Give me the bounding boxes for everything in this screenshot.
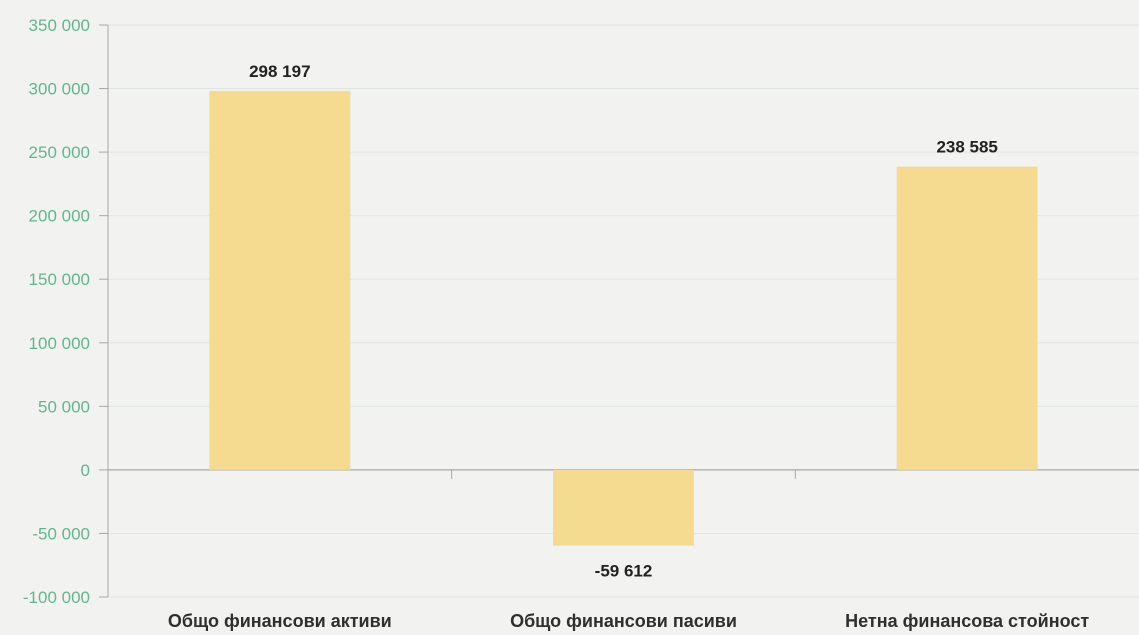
y-tick-label: 300 000 [29, 80, 90, 99]
category-label: Общо финансови активи [168, 611, 392, 631]
y-tick-label: 50 000 [38, 397, 90, 416]
category-label: Общо финансови пасиви [510, 611, 737, 631]
category-label: Нетна финансова стойност [845, 611, 1089, 631]
y-tick-label: 250 000 [29, 143, 90, 162]
y-tick-label: 100 000 [29, 334, 90, 353]
y-tick-label: -50 000 [32, 524, 90, 543]
bar [553, 469, 694, 546]
y-tick-label: 150 000 [29, 270, 90, 289]
labels-layer: 298 197 Общо финансови активи -59 612 Общо … [168, 62, 1089, 631]
axis-layer: -100 000 -50 000 0 50 000 100 000 150 000 200 … [23, 16, 1139, 607]
y-tick-label: 200 000 [29, 207, 90, 226]
y-tick-label: 350 000 [29, 16, 90, 35]
bar [209, 90, 351, 470]
bar [896, 166, 1038, 470]
data-label: 298 197 [249, 62, 310, 81]
data-label: 238 585 [936, 138, 997, 157]
bars-layer [209, 90, 1038, 546]
y-tick-label: -100 000 [23, 588, 90, 607]
data-label: -59 612 [595, 562, 653, 581]
y-tick-label: 0 [81, 461, 90, 480]
